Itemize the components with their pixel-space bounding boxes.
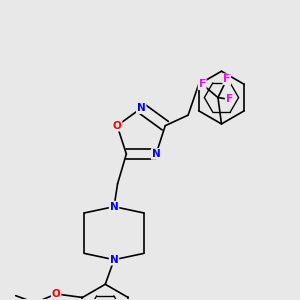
Text: N: N <box>152 149 161 159</box>
Text: O: O <box>113 121 122 131</box>
Text: N: N <box>110 255 118 265</box>
Text: O: O <box>52 289 61 299</box>
Text: F: F <box>223 74 230 84</box>
Text: F: F <box>199 79 206 89</box>
Text: F: F <box>226 94 233 104</box>
Text: N: N <box>137 103 146 113</box>
Text: N: N <box>110 202 118 212</box>
